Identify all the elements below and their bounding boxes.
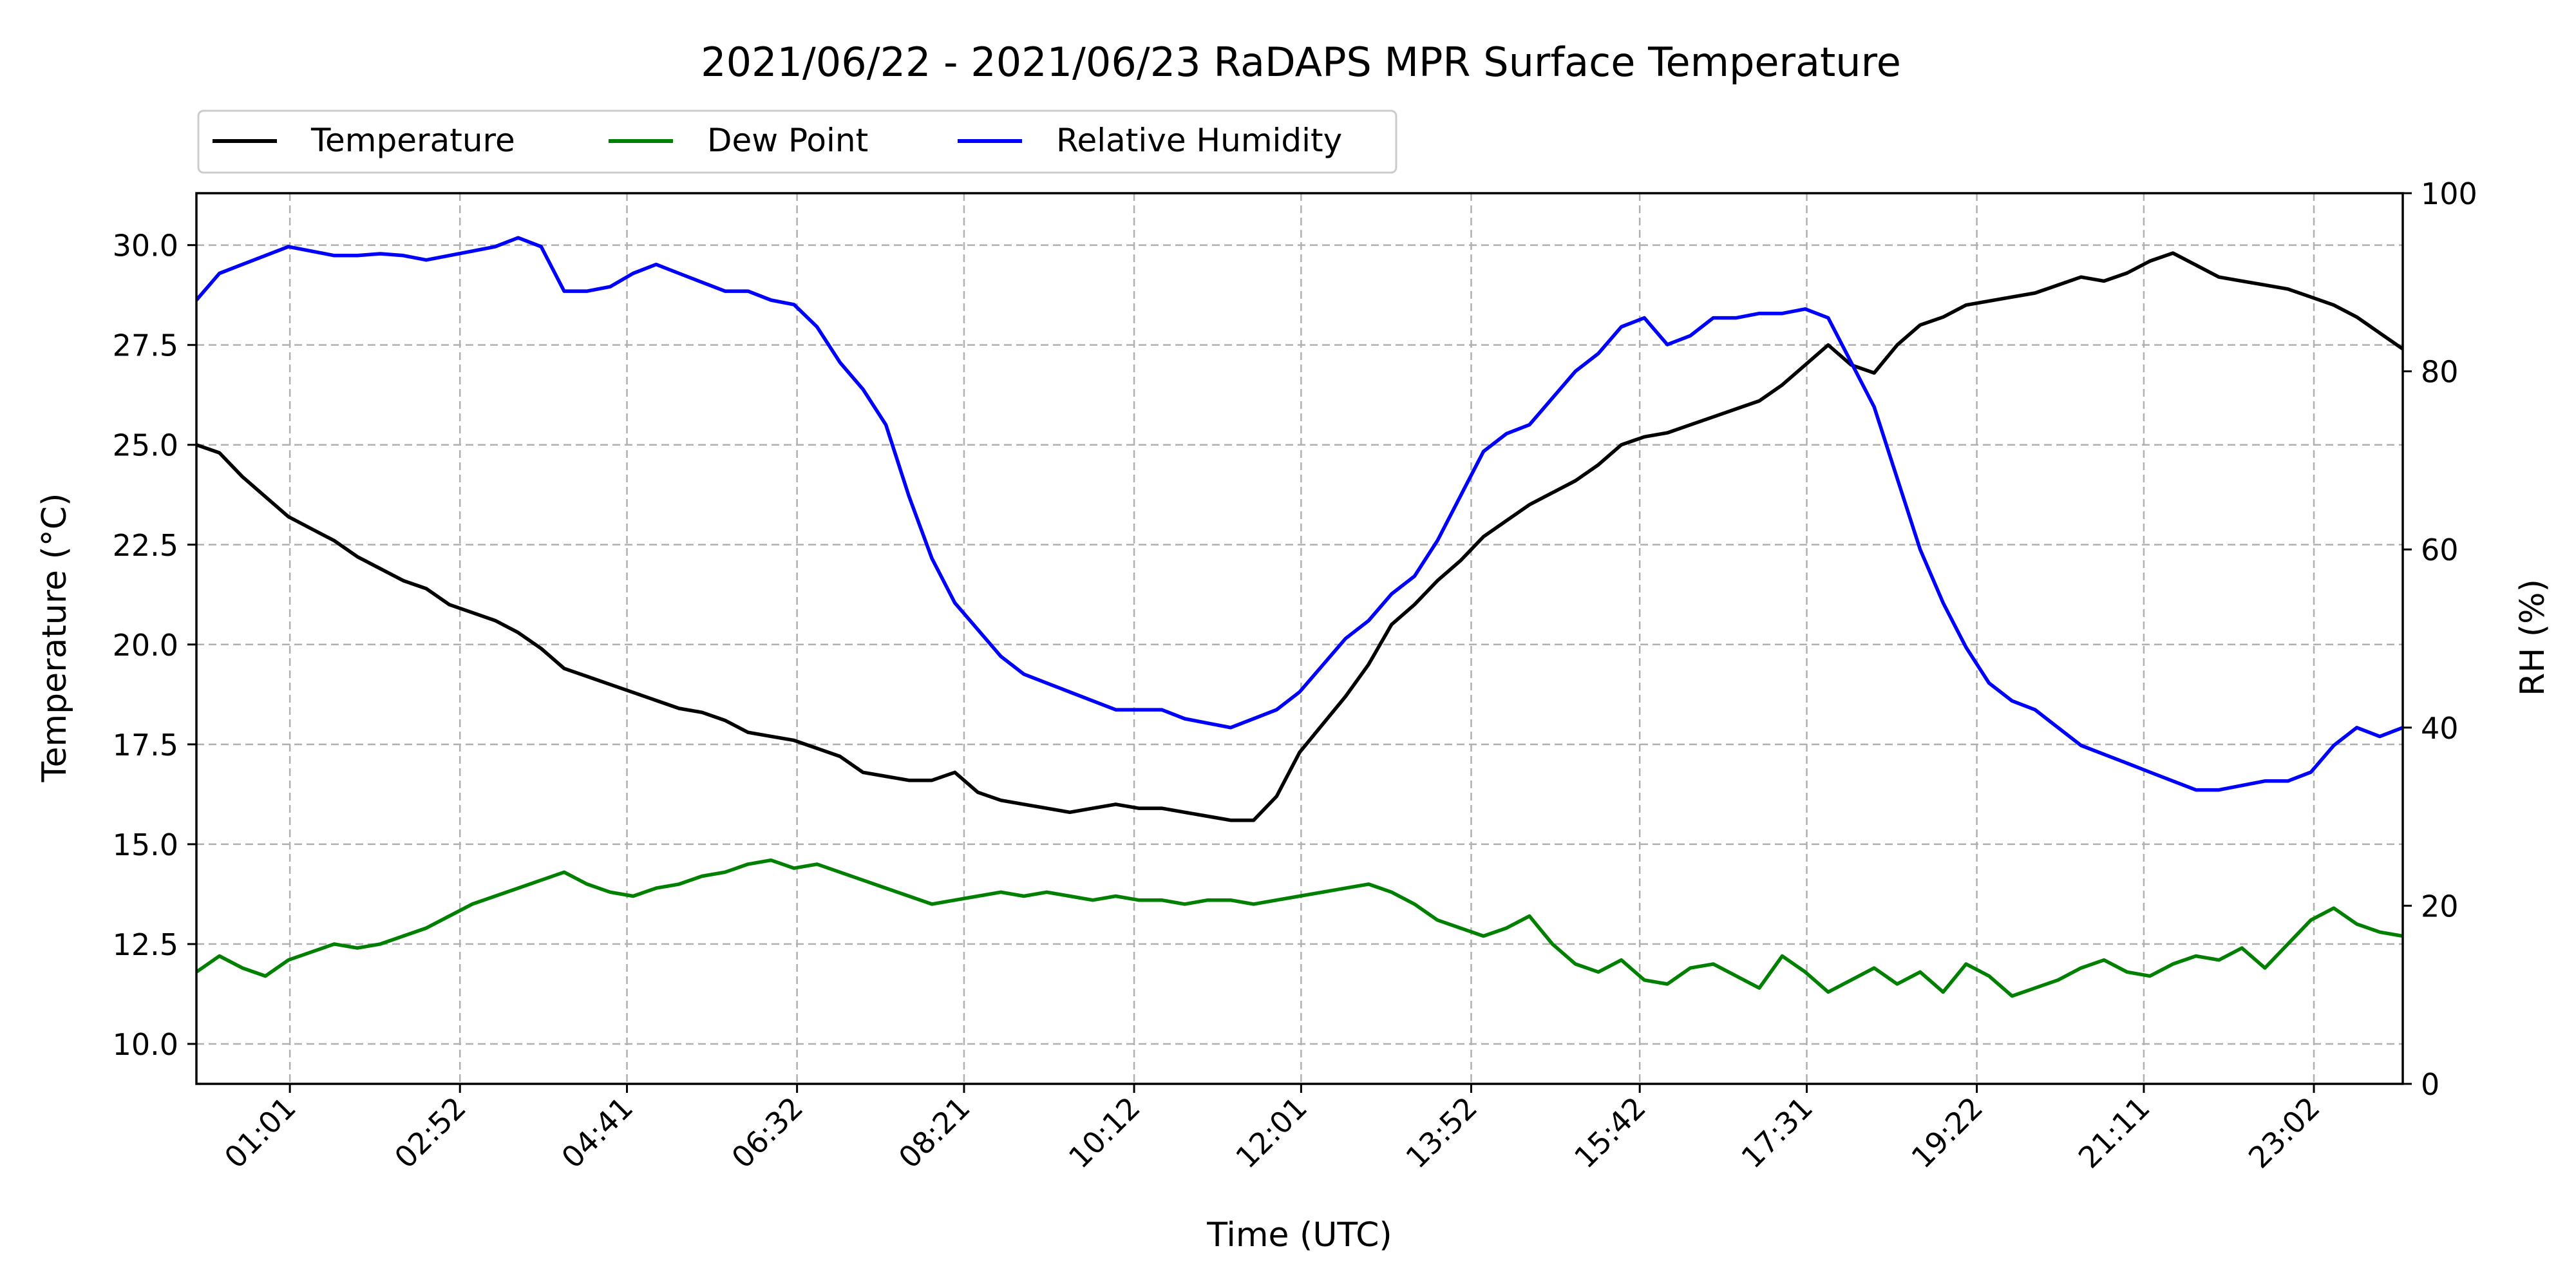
y-tick-label: 22.5 xyxy=(113,528,178,563)
y-tick-label: 30.0 xyxy=(113,229,178,263)
y2-tick-label: 0 xyxy=(2421,1067,2439,1102)
chart-title: 2021/06/22 - 2021/06/23 RaDAPS MPR Surfa… xyxy=(701,39,1901,86)
y-tick-label: 25.0 xyxy=(113,428,178,463)
y2-axis-label: RH (%) xyxy=(2514,579,2552,696)
y-axis-left: 10.0 12.5 15.0 17.5 20.0 22.5 25.0 27.5 30.0 xyxy=(113,229,196,1062)
y2-tick-label: 100 xyxy=(2421,176,2477,211)
y2-tick-label: 20 xyxy=(2421,889,2459,923)
y2-tick-label: 40 xyxy=(2421,711,2459,746)
y-tick-label: 15.0 xyxy=(113,828,178,862)
series-line-temperature xyxy=(196,251,2403,822)
y-axis-right: 0 20 40 60 80 100 xyxy=(2403,176,2477,1102)
plot-frame xyxy=(195,192,2404,1085)
legend-box xyxy=(197,109,1397,174)
series-line-dew-point xyxy=(196,858,2403,998)
y-tick-label: 17.5 xyxy=(113,728,178,762)
y-axis-label: Temperature (°C) xyxy=(35,493,74,783)
series-line-relative-humidity xyxy=(196,236,2403,792)
legend-label: Temperature xyxy=(310,122,515,159)
y2-tick-label: 80 xyxy=(2421,355,2459,390)
y-tick-label: 20.0 xyxy=(113,628,178,663)
legend: Temperature Dew Point Relative Humidity xyxy=(197,109,1397,174)
y2-tick-label: 60 xyxy=(2421,533,2459,567)
x-axis-label: Time (UTC) xyxy=(1206,1216,1392,1255)
grid-layer xyxy=(196,193,2403,1084)
legend-label: Dew Point xyxy=(707,122,868,159)
series-layer xyxy=(196,236,2403,998)
y-tick-label: 27.5 xyxy=(113,328,178,363)
y-tick-label: 10.0 xyxy=(113,1027,178,1062)
y-tick-label: 12.5 xyxy=(113,927,178,962)
legend-label: Relative Humidity xyxy=(1056,122,1342,159)
